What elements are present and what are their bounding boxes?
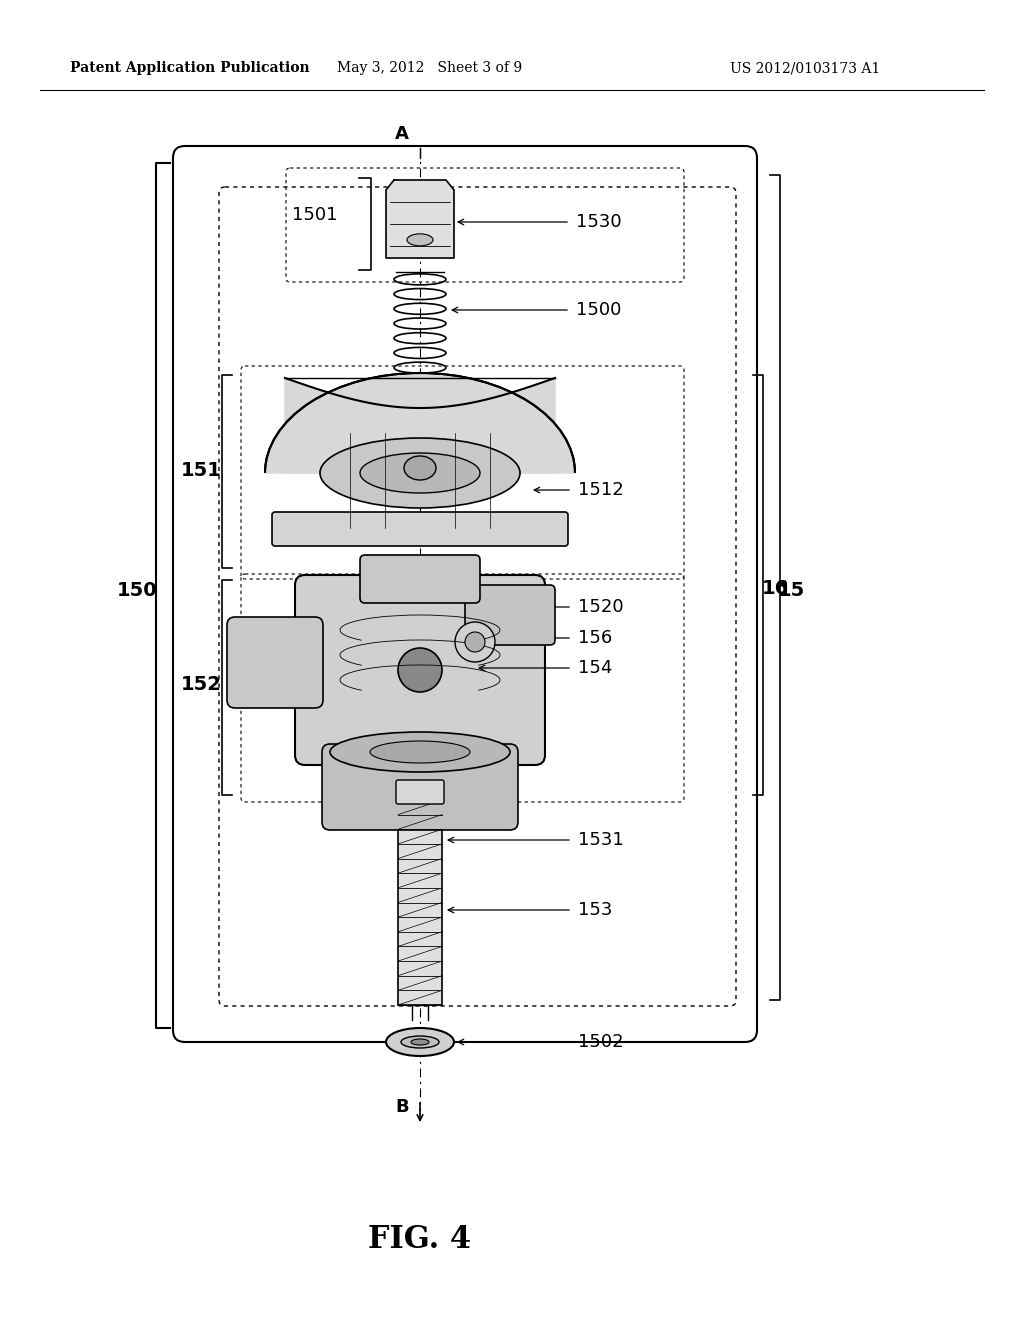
FancyBboxPatch shape <box>272 512 568 546</box>
Text: May 3, 2012   Sheet 3 of 9: May 3, 2012 Sheet 3 of 9 <box>338 61 522 75</box>
Text: 1531: 1531 <box>578 832 624 849</box>
Text: 1501: 1501 <box>292 206 338 224</box>
Circle shape <box>398 648 442 692</box>
FancyBboxPatch shape <box>360 554 480 603</box>
Text: 150: 150 <box>117 581 157 599</box>
Text: 1530: 1530 <box>575 213 622 231</box>
FancyBboxPatch shape <box>398 800 442 1005</box>
FancyBboxPatch shape <box>322 744 518 830</box>
Text: 16: 16 <box>762 578 790 598</box>
Text: FIG. 4: FIG. 4 <box>369 1225 472 1255</box>
Text: Patent Application Publication: Patent Application Publication <box>70 61 309 75</box>
Text: 151: 151 <box>181 461 222 479</box>
Text: 156: 156 <box>578 630 612 647</box>
Text: 152: 152 <box>181 676 222 694</box>
FancyBboxPatch shape <box>465 585 555 645</box>
Text: A: A <box>395 125 409 143</box>
Text: 154: 154 <box>578 659 612 677</box>
Ellipse shape <box>370 741 470 763</box>
FancyBboxPatch shape <box>227 616 323 708</box>
Ellipse shape <box>404 455 436 480</box>
Text: 1502: 1502 <box>578 1034 624 1051</box>
FancyBboxPatch shape <box>396 780 444 804</box>
Text: US 2012/0103173 A1: US 2012/0103173 A1 <box>730 61 881 75</box>
Ellipse shape <box>330 733 510 772</box>
Ellipse shape <box>386 1028 454 1056</box>
Ellipse shape <box>401 1036 439 1048</box>
Text: 15: 15 <box>778 581 805 599</box>
Text: 1512: 1512 <box>578 480 624 499</box>
Ellipse shape <box>411 1039 429 1045</box>
Ellipse shape <box>319 438 520 508</box>
Text: B: B <box>395 1098 409 1115</box>
Text: 100: 100 <box>428 582 452 594</box>
Ellipse shape <box>360 453 480 492</box>
Polygon shape <box>386 180 454 257</box>
FancyBboxPatch shape <box>295 576 545 766</box>
Text: 100: 100 <box>398 589 425 603</box>
Text: 1520: 1520 <box>578 598 624 616</box>
Ellipse shape <box>407 234 433 246</box>
Polygon shape <box>285 378 555 473</box>
Polygon shape <box>265 374 575 473</box>
Text: 1500: 1500 <box>575 301 622 319</box>
Text: 153: 153 <box>578 902 612 919</box>
Circle shape <box>465 632 485 652</box>
Circle shape <box>455 622 495 663</box>
